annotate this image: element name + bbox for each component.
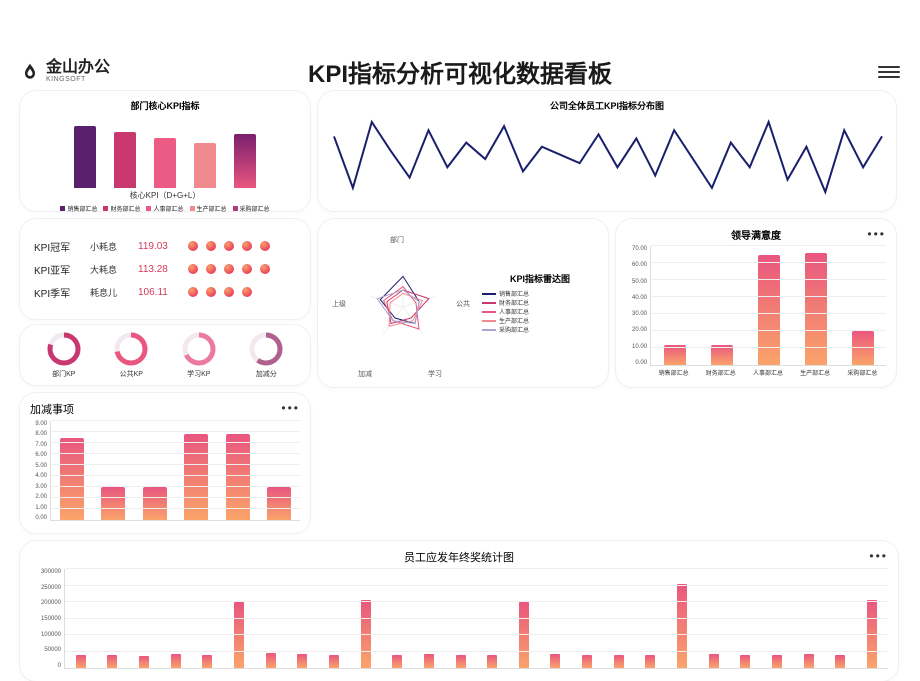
spark-title: 公司全体员工KPI指标分布图 bbox=[328, 99, 886, 112]
bonus-title: 员工应发年终奖统计图 bbox=[30, 549, 888, 565]
card-bonus: ••• 员工应发年终奖统计图 3000002500002000001500001… bbox=[20, 541, 898, 681]
card-sparkline: 公司全体员工KPI指标分布图 bbox=[318, 91, 896, 211]
menu-icon[interactable] bbox=[878, 66, 900, 78]
dept-kpi-legend: 销售部汇总财务部汇总人事部汇总生产部汇总采购部汇总 bbox=[30, 204, 300, 213]
card-donuts: 部门KP公共KP学习KP加减分 bbox=[20, 325, 310, 385]
satisfaction-title: 领导满意度 bbox=[626, 227, 886, 242]
more-icon[interactable]: ••• bbox=[281, 401, 300, 415]
card-addsub: ••• 加减事项 9.008.007.006.005.004.003.002.0… bbox=[20, 393, 310, 533]
radar-title: KPI指标雷达图 bbox=[482, 272, 598, 285]
card-ranking: KPI冠军小耗息119.03KPI亚军大耗息113.28KPI季军耗息儿106.… bbox=[20, 219, 310, 319]
brand-cn: 金山办公 bbox=[46, 60, 110, 76]
flame-icon bbox=[20, 62, 40, 82]
more-icon[interactable]: ••• bbox=[867, 227, 886, 241]
brand-en: KINGSOFT bbox=[46, 76, 110, 83]
card-radar: 部门 公共 学习 加减 上级 KPI指标雷达图 销售部汇总财务部汇总人事部汇总生… bbox=[318, 219, 608, 387]
page-title: KPI指标分析可视化数据看板 bbox=[308, 54, 612, 89]
spark-chart bbox=[328, 116, 888, 198]
dept-kpi-sub: 核心KPI（D+G+L） bbox=[30, 190, 300, 201]
dept-kpi-bars bbox=[30, 118, 300, 188]
dept-kpi-title: 部门核心KPI指标 bbox=[30, 99, 300, 112]
card-dept-kpi: 部门核心KPI指标 核心KPI（D+G+L） 销售部汇总财务部汇总人事部汇总生产… bbox=[20, 91, 310, 211]
brand-logo: 金山办公 KINGSOFT bbox=[20, 60, 110, 83]
card-satisfaction: ••• 领导满意度 70.0060.0050.0040.0030.0020.00… bbox=[616, 219, 896, 387]
more-icon[interactable]: ••• bbox=[869, 549, 888, 563]
addsub-title: 加减事项 bbox=[30, 401, 300, 417]
